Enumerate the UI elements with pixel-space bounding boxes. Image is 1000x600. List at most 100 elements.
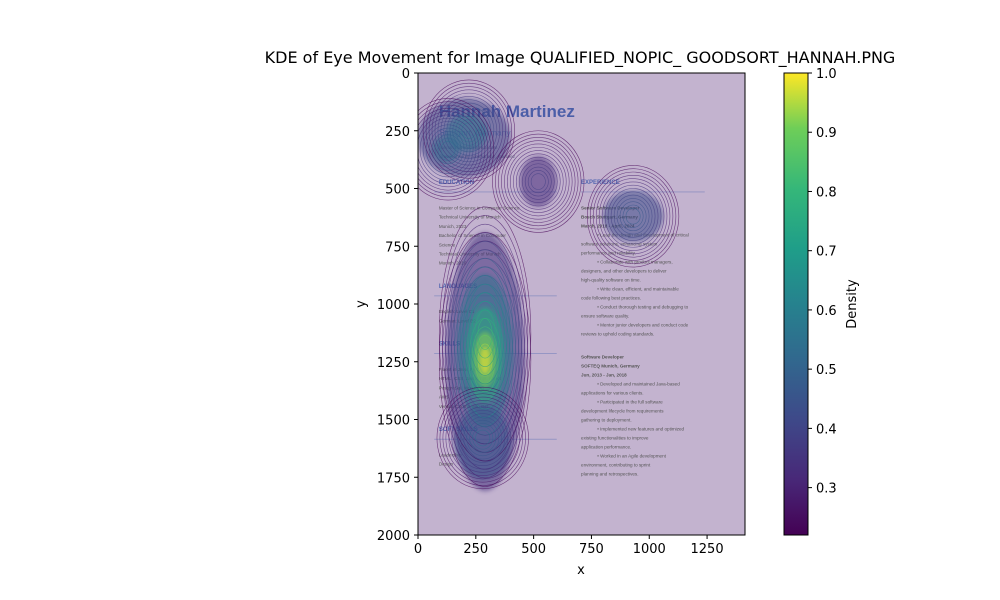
colorbar-tick-label: 0.4 [816, 422, 837, 437]
resume-line: Munich, 2010 [439, 261, 467, 266]
kde-contour [438, 232, 532, 487]
kde-contour [441, 240, 529, 479]
kde-contour [453, 274, 517, 444]
kde-contour [418, 108, 486, 191]
x-tick-label: 0 [414, 542, 422, 557]
kde-contour [462, 275, 508, 393]
kde-contour [466, 419, 500, 457]
kde-contour [469, 423, 497, 453]
resume-line: Bachelor of Science in Computer [439, 233, 507, 238]
kde-contour [471, 326, 499, 393]
kde-contour [527, 170, 549, 194]
colorbar-tick-label: 1.0 [816, 67, 837, 82]
kde-contour [530, 173, 546, 190]
kde-contour [619, 201, 647, 232]
kde-contour [418, 98, 495, 201]
kde-contour [440, 99, 498, 163]
kde-contour [607, 188, 659, 245]
kde-contour [515, 156, 561, 207]
kde-density-blob [519, 156, 557, 207]
resume-line: development lifecycle from requirements [581, 408, 664, 413]
kde-contour [586, 165, 680, 268]
kde-contour [524, 166, 552, 197]
y-tick-label: 1500 [377, 414, 410, 429]
resume-line: application performance. [581, 444, 631, 449]
kde-contour [442, 393, 523, 483]
resume-section-heading: EDUCATION [439, 180, 474, 186]
kde-contour [444, 249, 526, 470]
kde-contour [445, 396, 520, 480]
kde-contour [610, 191, 656, 241]
resume-line: Leadership [439, 452, 462, 457]
y-axis: 0 250 500 750 1000 1250 1500 1750 2000 [377, 67, 418, 544]
kde-contour [448, 400, 517, 476]
resume-line: Jun, 2013 - Jan, 2018 [581, 372, 627, 377]
colorbar-tick-label: 0.5 [816, 363, 837, 378]
kde-contour [418, 101, 492, 198]
kde-contour [465, 283, 505, 385]
kde-contour [477, 343, 493, 376]
kde-contour-lines [418, 79, 680, 490]
resume-line: designers, and other developers to deliv… [581, 268, 667, 273]
y-tick-label: 1000 [377, 298, 410, 313]
resume-line: • Conduct thorough testing and debugging… [597, 304, 688, 309]
kde-contour [501, 140, 576, 223]
kde-contour [447, 257, 523, 462]
x-tick-label: 750 [579, 542, 604, 557]
kde-contour [468, 292, 502, 376]
kde-contour [616, 198, 650, 235]
x-tick-label: 500 [521, 542, 546, 557]
kde-contour [461, 122, 477, 139]
kde-contour [463, 416, 503, 460]
resume-line: Munich, 2023 [439, 224, 467, 229]
kde-contour [455, 115, 483, 146]
kde-contour [437, 137, 459, 161]
kde-contour [456, 258, 514, 410]
kde-contour [456, 283, 514, 436]
kde-contour [474, 335, 496, 384]
kde-contour [419, 117, 477, 181]
kde-contour [472, 426, 494, 450]
kde-contour [418, 104, 489, 194]
kde-contour [595, 175, 671, 258]
colorbar-label: Density [845, 279, 860, 329]
kde-contour [512, 153, 564, 210]
kde-contour [457, 409, 509, 467]
y-tick-label: 1750 [377, 471, 410, 486]
resume-line: reviews to uphold coding standards. [581, 331, 654, 336]
y-tick-label: 500 [385, 183, 410, 198]
resume-line: Software Developer [581, 354, 624, 359]
y-tick-label: 2000 [377, 529, 410, 544]
resume-line: ensure software quality. [581, 313, 629, 318]
kde-contour [622, 204, 644, 228]
kde-contour [444, 223, 526, 445]
kde-contour [592, 171, 674, 261]
resume-line: • Participated in the full software [597, 399, 663, 404]
colorbar-tick-label: 0.7 [816, 245, 837, 260]
colorbar-tick-label: 0.8 [816, 185, 837, 200]
kde-contour [504, 143, 573, 220]
resume-line: • Worked in an Agile development [597, 453, 666, 458]
kde-contour [453, 249, 517, 419]
kde-contour [439, 390, 526, 486]
kde-contour [518, 160, 558, 203]
kde-contour [613, 194, 653, 238]
kde-contour [604, 184, 662, 248]
kde-contour [434, 92, 504, 169]
kde-contour [460, 413, 506, 463]
kde-contour [436, 386, 529, 490]
resume-line: • Implemented new features and optimized [597, 426, 684, 431]
kde-contour [425, 82, 512, 179]
kde-contour [477, 318, 493, 350]
resume-line: environment, contributing to sprint [581, 462, 651, 467]
kde-contour [459, 266, 511, 402]
kde-contour [438, 206, 532, 462]
resume-line: • Collaborate with product managers, [597, 259, 672, 264]
kde-contour [492, 130, 585, 233]
resume-line: existing functionalities to improve [581, 435, 649, 440]
resume-line: applications for various clients. [581, 390, 644, 395]
kde-contour [447, 232, 523, 436]
kde-contour [475, 429, 491, 447]
colorbar-tick-label: 0.6 [816, 304, 837, 319]
